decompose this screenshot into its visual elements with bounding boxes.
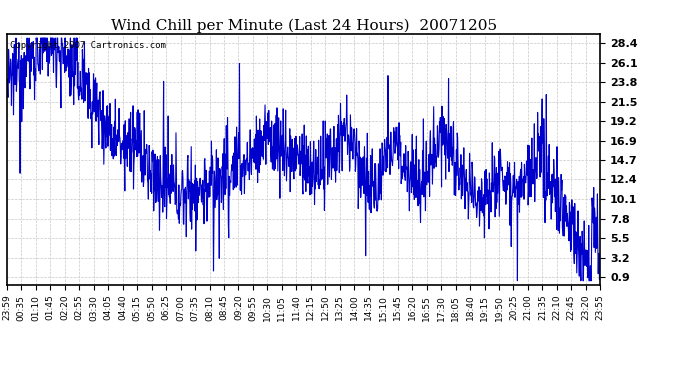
Text: Copyright 2007 Cartronics.com: Copyright 2007 Cartronics.com — [10, 41, 166, 50]
Title: Wind Chill per Minute (Last 24 Hours)  20071205: Wind Chill per Minute (Last 24 Hours) 20… — [110, 18, 497, 33]
